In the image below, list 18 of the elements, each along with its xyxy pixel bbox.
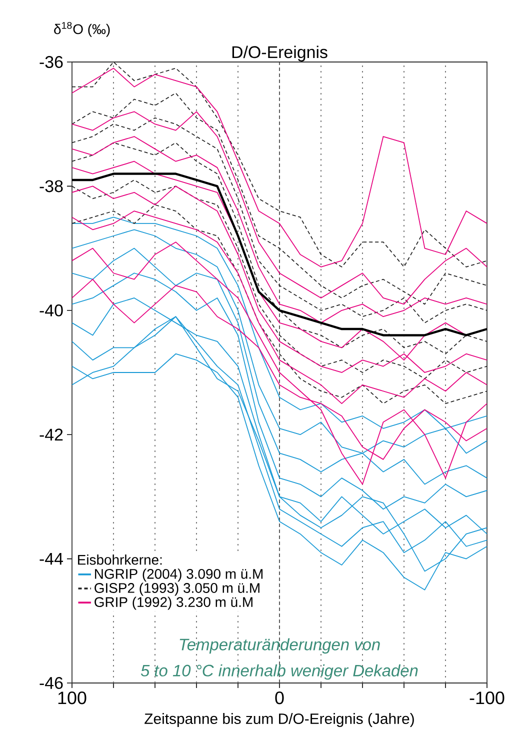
y-tick-label: -42 (40, 428, 63, 441)
x-tick-label: -100 (470, 692, 504, 704)
x-tick-label: 100 (58, 692, 86, 704)
x-tick-label: 0 (275, 692, 284, 704)
legend-label: GRIP (1992) 3.230 m ü.M (94, 596, 252, 610)
y-tick-label: -38 (40, 180, 63, 192)
legend-label: GISP2 (1993) 3.050 m ü.M (94, 582, 260, 596)
y-axis-title: δ$^{18}$O (‰) (54, 22, 110, 37)
annotation: Temperaturänderungen von (180, 638, 380, 654)
legend-label: NGRIP (2004) 3.090 m ü.M (95, 568, 262, 582)
x-axis-title: Zeitspanne bis zum D/O-Ereignis (Jahre) (144, 713, 414, 727)
annotation: 5 to 10 °C innerhalb weniger Dekaden (140, 664, 418, 680)
y-tick-label: -44 (40, 552, 63, 565)
y-tick-label: -36 (40, 56, 63, 68)
legend-title: Eisbohrkerne: (78, 554, 162, 565)
y-tick-label: -46 (40, 676, 63, 689)
chart-title: D/O-Ereignis (232, 46, 328, 62)
y-tick-label: -40 (40, 304, 63, 316)
